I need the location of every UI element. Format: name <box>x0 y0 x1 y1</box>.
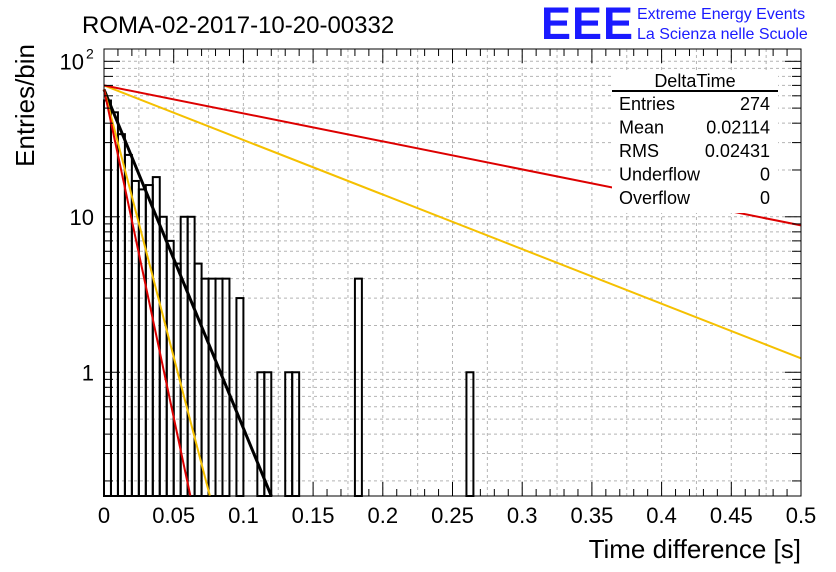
stats-label: Entries <box>619 94 675 114</box>
fit-line <box>103 84 802 360</box>
fit-line <box>103 89 192 497</box>
x-tick-label: 0 <box>98 503 110 528</box>
fit-line <box>103 89 211 497</box>
x-tick-label: 0.05 <box>152 503 195 528</box>
histogram-bin <box>186 215 196 497</box>
x-tick-label: 0.15 <box>292 503 335 528</box>
stats-value: 274 <box>740 94 770 114</box>
stats-box: DeltaTime Entries 274 Mean 0.02114 RMS 0.0243… <box>612 71 778 213</box>
histogram-bin <box>116 133 126 497</box>
stats-value: 0.02431 <box>705 141 770 161</box>
stats-value: 0 <box>760 165 770 185</box>
histogram-bin <box>235 297 245 497</box>
stats-label: RMS <box>619 141 659 161</box>
x-tick-label: 0.25 <box>431 503 474 528</box>
stats-value: 0 <box>760 188 770 208</box>
x-axis-label: Time difference [s] <box>589 534 801 564</box>
x-tick-label: 0.5 <box>786 503 817 528</box>
x-tick-label: 0.35 <box>570 503 613 528</box>
stats-value: 0.02114 <box>706 118 770 138</box>
y-tick-label: 10 <box>60 49 84 74</box>
y-tick-label-exponent: 2 <box>86 45 94 61</box>
axes: 0 0.05 0.1 0.15 0.2 0.25 0.3 0.35 0.4 0.45 0.5 1 10 1… <box>60 45 817 528</box>
logo-line1: Extreme Energy Events <box>637 6 805 23</box>
x-tick-label: 0.4 <box>646 503 677 528</box>
eee-logo: EEE <box>541 0 634 49</box>
y-axis-label: Entries/bin <box>10 44 40 167</box>
x-tick-label: 0.2 <box>368 503 399 528</box>
y-tick-label: 1 <box>82 360 94 385</box>
x-tick-label: 0.1 <box>228 503 259 528</box>
run-title: ROMA-02-2017-10-20-00332 <box>82 12 394 39</box>
logo-line2: La Scienza nelle Scuole <box>637 26 808 43</box>
stats-label: Overflow <box>619 188 691 208</box>
stats-label: Mean <box>619 118 664 138</box>
x-tick-label: 0.3 <box>507 503 538 528</box>
x-tick-label: 0.45 <box>710 503 753 528</box>
stats-label: Underflow <box>619 165 701 185</box>
y-tick-label: 10 <box>70 205 94 230</box>
fit-line <box>102 88 273 497</box>
stats-title: DeltaTime <box>654 71 735 91</box>
